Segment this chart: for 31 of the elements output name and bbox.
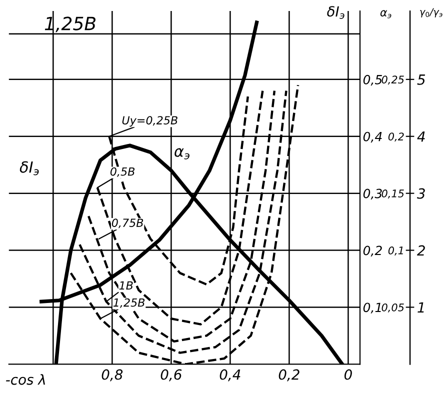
y-axis-title: δI$_{э}$	[327, 6, 344, 19]
y2-tick-label: 0,2	[388, 132, 404, 142]
annotation: 0,75В	[112, 218, 144, 228]
x-tick-label: 0	[344, 369, 352, 380]
x-tick-label: 0,4	[220, 369, 240, 382]
annotation: 1В	[119, 281, 133, 290]
y-tick-label: 0,5	[363, 74, 382, 86]
annotation: δI$_{э}$	[20, 161, 39, 176]
x-tick-label: 0,8	[102, 369, 123, 382]
y2-tick-label: 0,05	[382, 303, 404, 312]
y2-tick-label: 0,15	[382, 190, 404, 198]
x-tick-label: 0,2	[278, 369, 300, 382]
y3-tick-label: 4	[417, 132, 425, 142]
y3-tick-label: 2	[417, 245, 425, 256]
y3-tick-label: 3	[416, 188, 425, 199]
y-tick-label: 0,2	[363, 246, 382, 256]
y3-axis-title: γ$_{0}$/γ$_{э}$	[420, 8, 442, 18]
y2-tick-label: 0,1	[388, 246, 403, 256]
y3-tick-label: 1	[418, 302, 424, 313]
y-tick-label: 0,1	[363, 302, 381, 314]
y-tick-label: 0,3	[363, 188, 382, 200]
x-axis-title: -cos λ	[6, 374, 45, 385]
y-tick-label: 0,4	[363, 132, 382, 143]
annotation: α$_{э}$	[174, 148, 190, 160]
y2-axis-title: α$_{э}$	[380, 10, 392, 18]
annotation: 1,25В	[113, 298, 145, 308]
y3-tick-label: 5	[417, 74, 426, 85]
annotation: 0,5В	[110, 167, 135, 177]
y2-tick-label: 0,25	[382, 76, 404, 85]
annotation: Uу=0,25В	[122, 116, 178, 127]
x-tick-label: 0,6	[160, 369, 182, 382]
